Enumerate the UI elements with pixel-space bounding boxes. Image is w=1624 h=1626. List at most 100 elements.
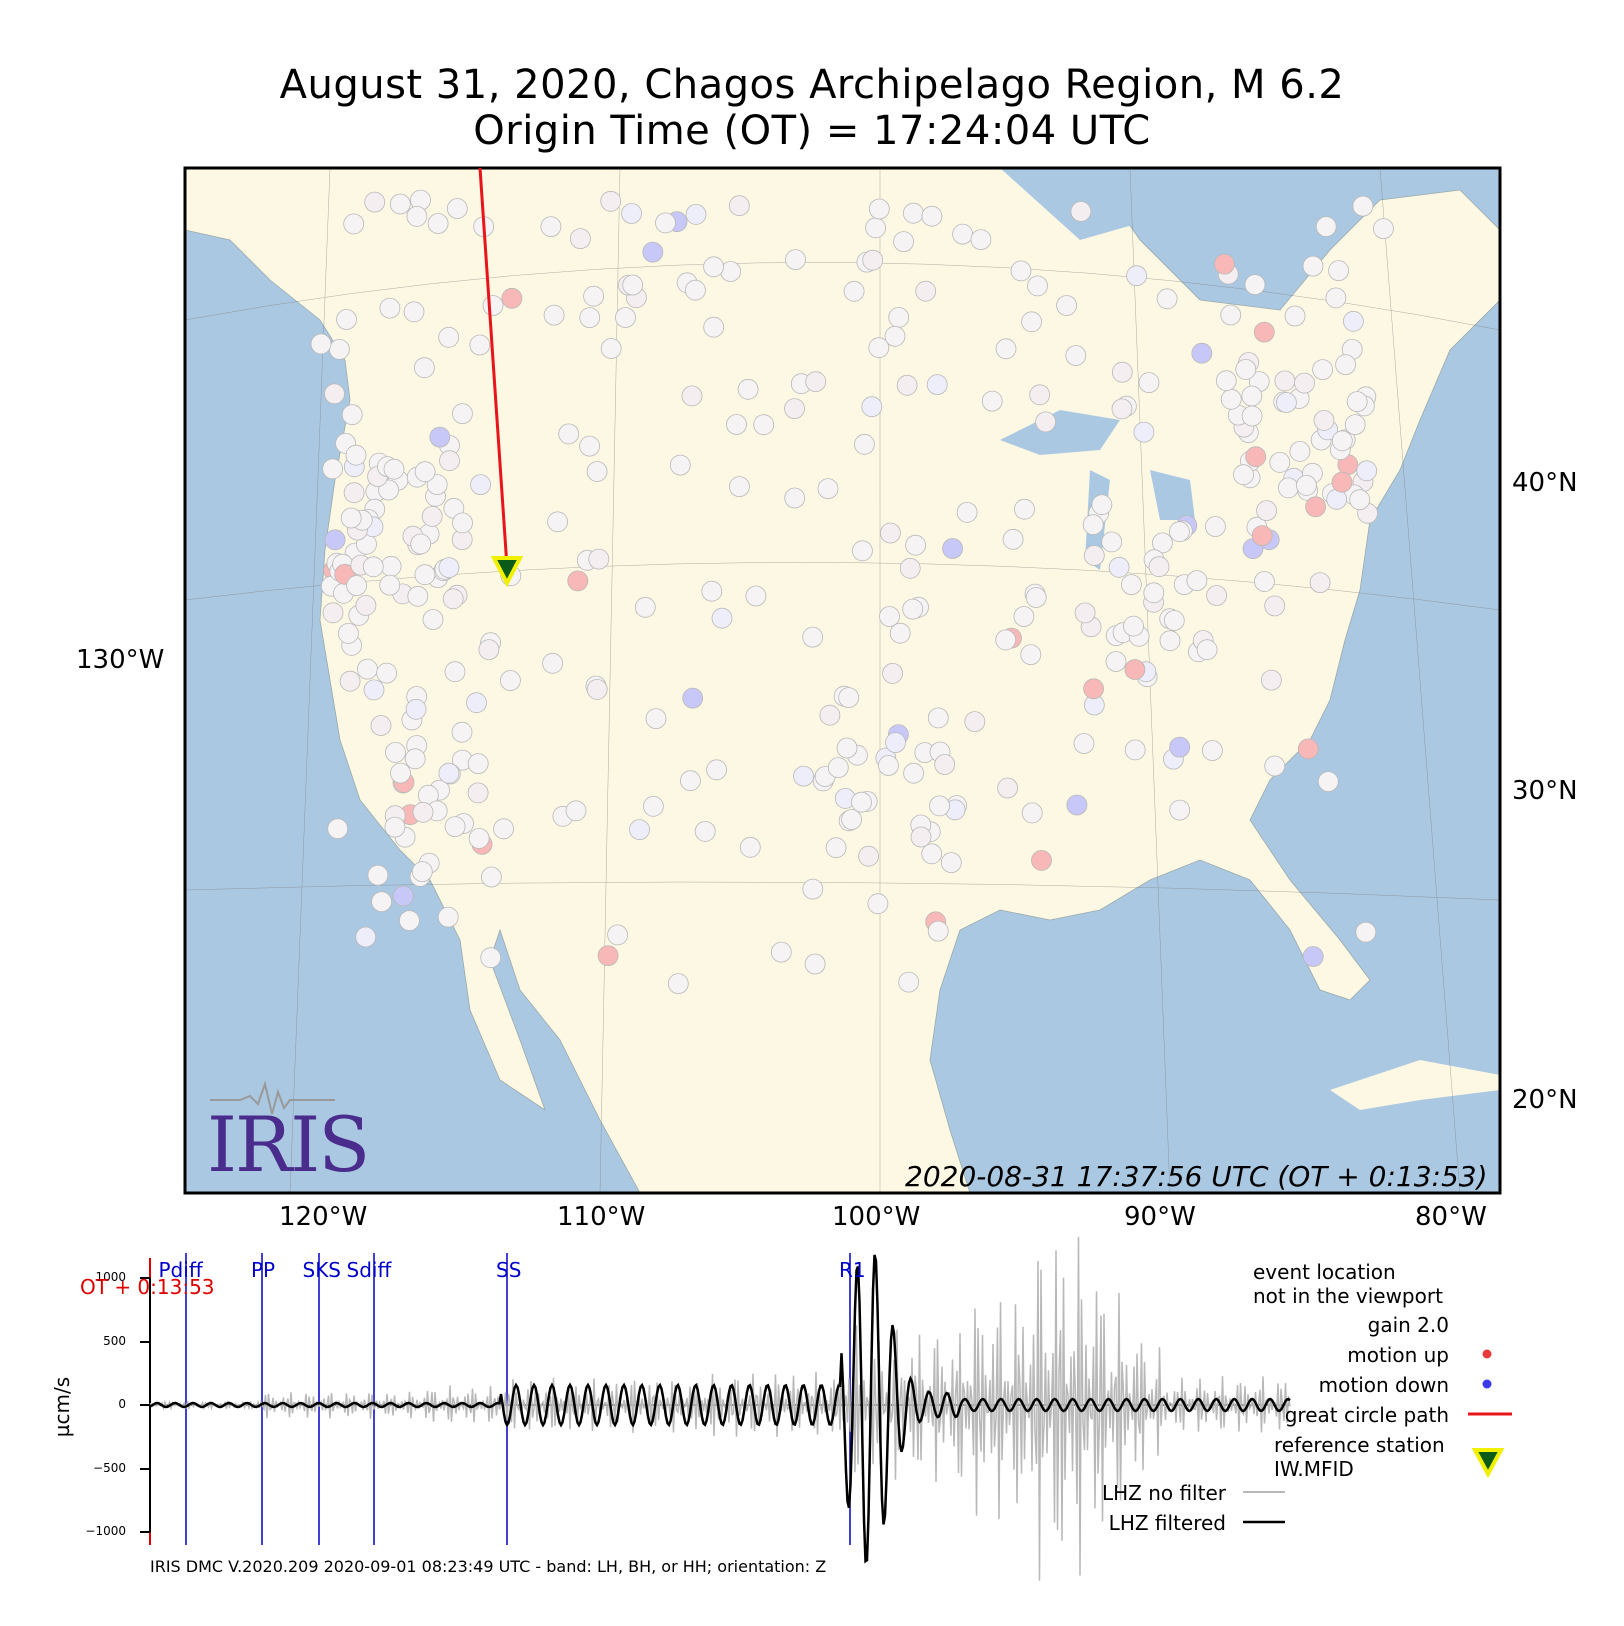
phase-label-ss: SS [496,1258,522,1282]
y-axis [140,1277,151,1533]
station-marker [558,423,580,445]
station-marker [1124,739,1146,761]
station-marker [579,435,600,457]
station-marker [1025,587,1047,608]
iris-logo-text: IRIS [207,1100,370,1189]
station-marker [703,256,724,278]
station-marker [861,396,883,418]
lon-label-90w: 90°W [1124,1202,1196,1232]
station-marker [1202,740,1223,761]
station-marker [1302,255,1324,277]
station-marker [669,454,691,476]
station-marker [438,557,460,578]
station-marker [858,845,879,867]
footer-text: IRIS DMC V.2020.209 2020-09-01 08:23:49 … [150,1557,827,1576]
station-marker [1331,471,1353,493]
station-marker [390,762,411,784]
station-marker [956,502,978,523]
station-marker [499,670,521,691]
station-marker [438,326,460,348]
station-marker [667,973,689,994]
station-marker [868,198,890,220]
station-marker [341,404,363,426]
station-marker [1111,398,1133,420]
station-marker [1264,755,1286,777]
lat-label-20n: 20°N [1512,1085,1578,1115]
station-marker [838,687,860,708]
station-marker [398,910,420,931]
station-marker [410,533,432,555]
station-marker [1126,265,1147,287]
station-marker [1074,602,1096,624]
station-marker [927,920,949,942]
station-marker [501,287,523,309]
legend-event-line2: not in the viewport [1253,1284,1443,1308]
station-marker [706,759,727,781]
phase-label-pp: PP [251,1258,276,1282]
station-marker [685,279,706,301]
phase-label-r1: R1 [839,1258,866,1282]
station-marker [444,816,466,837]
station-marker [1013,606,1035,627]
station-marker [694,821,716,842]
station-marker [324,383,345,405]
station-marker [340,507,362,529]
station-marker [1101,531,1123,553]
legend-reference-line1: reference station [1274,1433,1445,1457]
station-marker [802,626,824,648]
station-marker [363,679,385,701]
station-marker [1251,525,1273,546]
station-marker [802,878,824,900]
station-marker [804,953,826,975]
station-marker [383,458,405,480]
lon-label-100w: 100°W [832,1202,921,1232]
station-marker [1297,738,1319,760]
station-marker [421,506,443,527]
station-marker [737,378,759,400]
station-marker [1289,440,1311,462]
station-marker [1331,430,1353,452]
station-marker [1205,516,1226,537]
station-marker [322,458,344,480]
lon-label-110w: 110°W [557,1202,646,1232]
station-marker [884,325,906,347]
legend-no-filter: LHZ no filter [1101,1481,1226,1505]
station-marker [470,474,492,496]
station-marker [1309,572,1331,593]
station-marker [1105,651,1127,672]
legend-motion-up: motion up [1347,1343,1449,1367]
station-marker [703,316,725,338]
station-marker [422,609,444,630]
station-marker [1169,521,1190,543]
station-marker [446,198,468,219]
phase-label-sdiff: Sdiff [346,1258,392,1282]
station-marker [1065,345,1087,366]
reference-station-legend-icon [1471,1448,1505,1479]
station-marker [867,893,889,915]
phase-label-sks: SKS [302,1258,342,1282]
station-marker [378,479,400,501]
station-marker [1215,370,1237,392]
ytick-neg1000: −1000 [85,1524,126,1538]
station-marker [583,285,604,307]
station-marker [1021,311,1042,333]
station-marker [1206,585,1227,606]
lon-label-80w: 80°W [1415,1202,1487,1232]
station-marker [1152,532,1173,554]
station-marker [1031,850,1052,871]
station-marker [1091,494,1113,516]
station-marker [579,307,601,329]
station-marker [437,906,459,928]
station-marker [1264,595,1286,617]
station-marker [1021,802,1043,824]
station-marker [868,337,890,359]
station-marker [621,203,642,224]
station-marker [597,945,619,966]
station-marker [426,474,448,496]
station-marker [466,692,487,714]
station-marker [1138,372,1160,394]
station-marker [442,588,464,610]
station-marker [926,374,948,396]
station-marker [1346,391,1368,413]
